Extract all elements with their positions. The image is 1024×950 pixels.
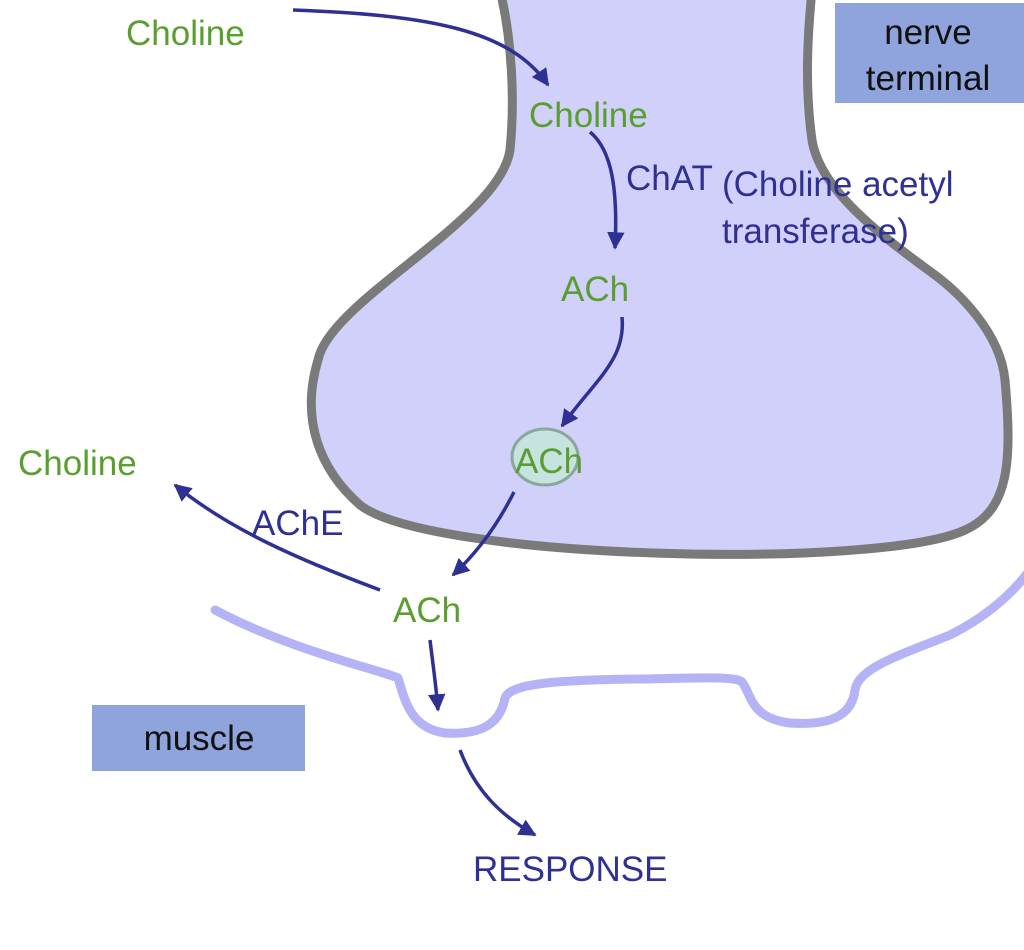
ach-cleft-label: ACh: [393, 591, 461, 630]
choline-outside-label: Choline: [126, 14, 245, 53]
nerve-terminal-shape: [306, 0, 1013, 559]
chat-label: ChAT: [626, 159, 713, 198]
arrow-choline-uptake: [292, 8, 550, 87]
arrow-ach-receptor: [428, 639, 446, 712]
chat-full-name-line2: transferase): [722, 212, 909, 251]
arrow-response: [458, 749, 537, 837]
nerve-terminal-label-box: [835, 3, 1024, 103]
muscle-membrane: [210, 570, 1024, 738]
choline-inside-label: Choline: [529, 96, 648, 135]
ach-synth-label: ACh: [561, 270, 629, 309]
chat-full-name-line1: (Choline acetyl: [722, 165, 954, 204]
muscle-label: muscle: [144, 719, 255, 758]
nerve-terminal-label-line2: terminal: [866, 59, 990, 98]
muscle-label-box: [92, 705, 305, 771]
ach-vesicle-label: ACh: [515, 442, 583, 481]
nerve-terminal-label-line1: nerve: [884, 13, 972, 52]
synaptic-vesicle: [510, 427, 580, 487]
arrow-ache-hydrolysis: [173, 483, 381, 592]
arrow-ach-release: [451, 491, 516, 577]
choline-hydrolysis-label: Choline: [18, 444, 137, 483]
arrow-vesicle-loading: [560, 316, 625, 428]
arrow-chat-synthesis: [588, 130, 625, 250]
response-label: RESPONSE: [473, 850, 668, 889]
ache-label: AChE: [252, 504, 343, 543]
